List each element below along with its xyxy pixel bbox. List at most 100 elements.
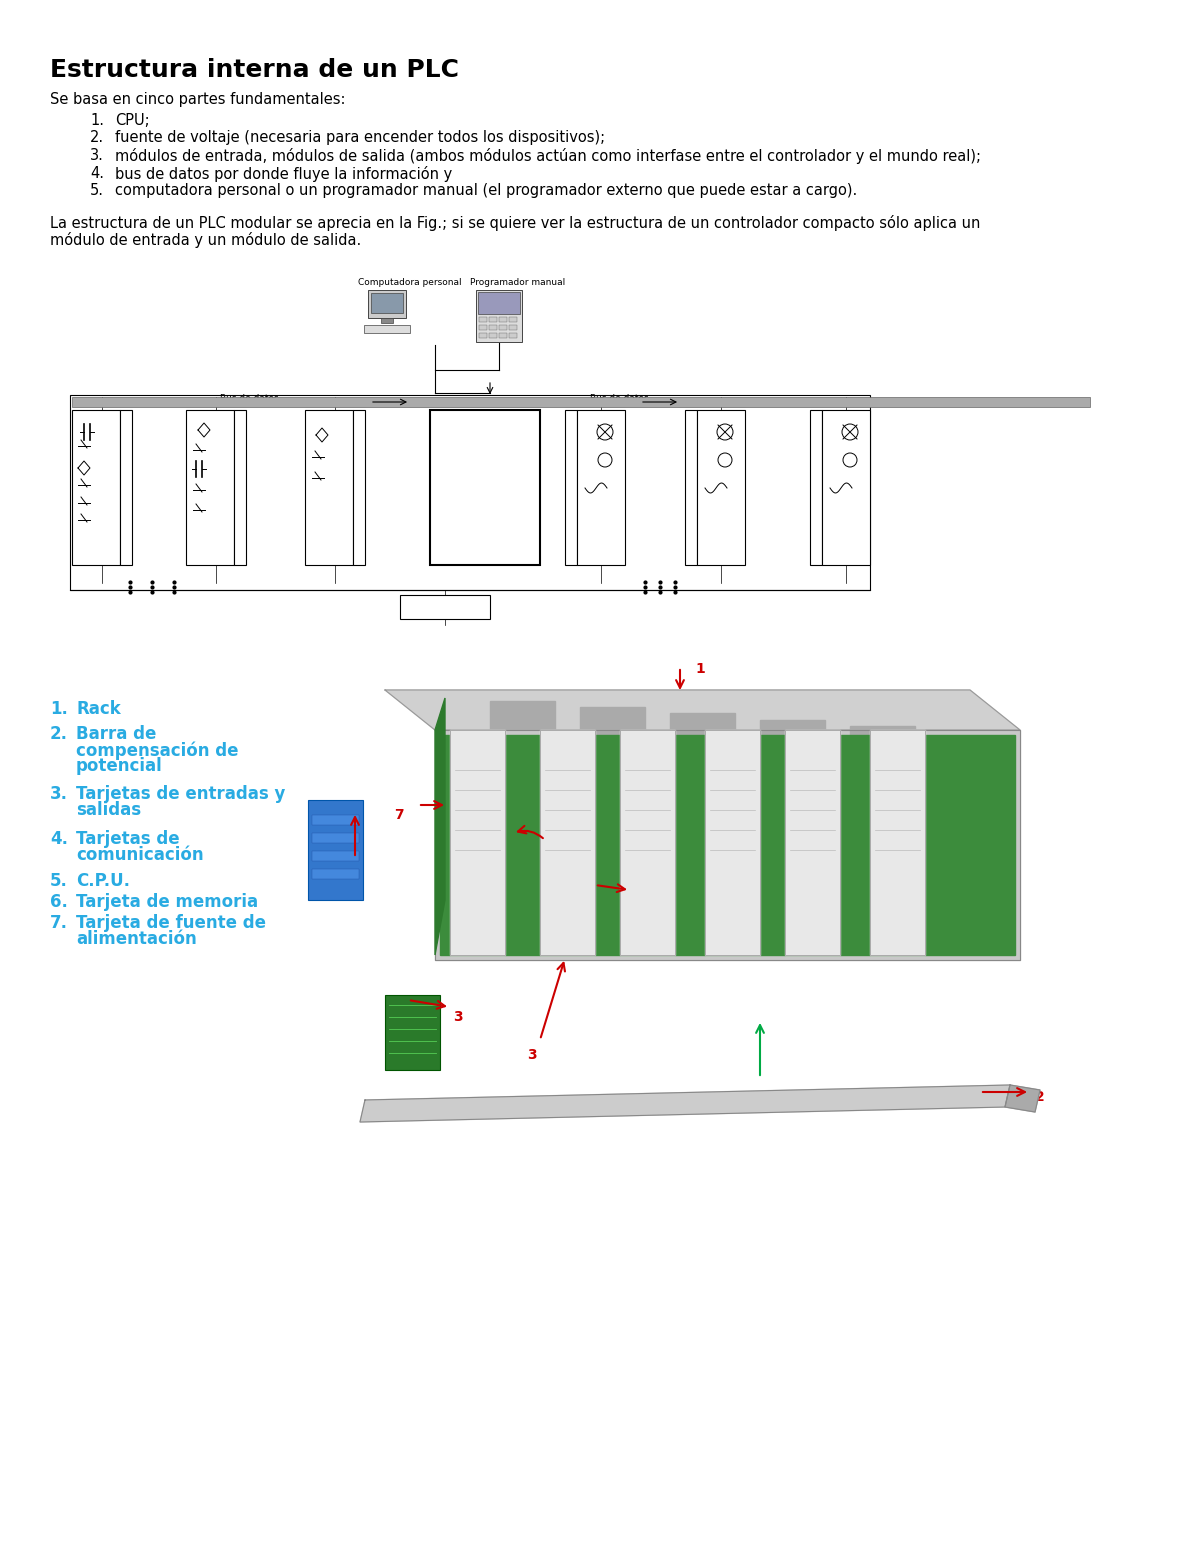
Polygon shape <box>760 719 826 747</box>
Text: a: a <box>814 436 818 446</box>
Polygon shape <box>436 697 445 955</box>
Text: l: l <box>570 453 572 463</box>
Text: i: i <box>690 471 692 480</box>
Text: i: i <box>815 471 817 480</box>
Bar <box>72 398 1090 407</box>
Text: t: t <box>236 453 240 463</box>
Text: potencial: potencial <box>76 756 163 775</box>
Bar <box>368 290 406 318</box>
Bar <box>509 332 517 339</box>
Text: S: S <box>569 419 574 429</box>
Text: Tarjeta de memoria: Tarjeta de memoria <box>76 893 258 912</box>
Bar <box>400 595 490 620</box>
Text: 3.: 3. <box>50 784 68 803</box>
Text: d: d <box>354 505 360 514</box>
Polygon shape <box>450 730 505 955</box>
Text: Rack: Rack <box>76 700 121 717</box>
Text: compensación de: compensación de <box>76 741 239 759</box>
Polygon shape <box>670 713 734 741</box>
Text: t: t <box>122 453 126 463</box>
Text: i: i <box>570 471 572 480</box>
Polygon shape <box>850 725 916 753</box>
Text: Q0.0: Q0.0 <box>826 419 842 426</box>
Text: a: a <box>569 505 574 514</box>
Text: s: s <box>814 522 818 531</box>
Text: salidas: salidas <box>76 801 142 818</box>
Polygon shape <box>580 707 646 735</box>
Text: Tarjeta de fuente de: Tarjeta de fuente de <box>76 915 266 932</box>
Bar <box>509 317 517 321</box>
Bar <box>490 317 497 321</box>
Bar <box>312 815 359 825</box>
Text: a: a <box>235 522 240 531</box>
Text: d: d <box>235 505 241 514</box>
Text: Q0.2: Q0.2 <box>701 480 718 486</box>
Text: l: l <box>690 453 692 463</box>
Text: a: a <box>689 505 694 514</box>
Polygon shape <box>490 700 554 730</box>
Text: a: a <box>569 436 574 446</box>
Text: a: a <box>121 488 126 497</box>
Text: r: r <box>122 471 126 480</box>
Bar <box>478 292 520 314</box>
Text: del PLC: del PLC <box>428 609 462 618</box>
Bar <box>565 410 577 565</box>
Text: 2: 2 <box>1034 1090 1045 1104</box>
Polygon shape <box>1006 1086 1040 1112</box>
Text: Q0.0: Q0.0 <box>701 419 718 426</box>
Bar <box>364 325 410 332</box>
Text: s: s <box>569 522 574 531</box>
Text: 4.: 4. <box>50 829 68 848</box>
Bar <box>312 870 359 879</box>
Bar <box>810 410 822 565</box>
Bar <box>476 290 522 342</box>
Bar <box>509 325 517 329</box>
Text: Bus de datos: Bus de datos <box>590 394 649 402</box>
Text: 7.: 7. <box>50 915 68 932</box>
Bar <box>697 410 745 565</box>
Text: 4: 4 <box>578 882 588 896</box>
Bar <box>499 325 508 329</box>
Text: 3: 3 <box>454 1009 463 1023</box>
Text: módulos de entrada, módulos de salida (ambos módulos actúan como interfase entre: módulos de entrada, módulos de salida (a… <box>115 148 982 165</box>
Text: I0.1: I0.1 <box>73 447 86 453</box>
Text: n: n <box>121 436 127 446</box>
Bar <box>499 317 508 321</box>
Text: Computadora personal: Computadora personal <box>358 278 462 287</box>
Text: 1.: 1. <box>50 700 68 717</box>
Text: I1.2: I1.2 <box>188 467 202 474</box>
Text: S: S <box>689 419 694 429</box>
Text: E: E <box>235 419 241 429</box>
Text: s: s <box>236 539 240 548</box>
Text: 3: 3 <box>527 1048 536 1062</box>
Text: 2.: 2. <box>50 725 68 742</box>
Bar <box>577 410 625 565</box>
Text: a: a <box>235 488 240 497</box>
Bar <box>371 294 403 314</box>
Text: 2.: 2. <box>90 130 104 144</box>
Polygon shape <box>620 730 674 955</box>
Text: Q0.0: Q0.0 <box>581 419 598 426</box>
Text: Estructura interna de un PLC: Estructura interna de un PLC <box>50 57 458 82</box>
Bar <box>72 410 120 565</box>
Text: I0.1: I0.1 <box>308 455 322 461</box>
Text: r: r <box>236 471 240 480</box>
Text: n: n <box>235 436 241 446</box>
Text: d: d <box>121 505 127 514</box>
Text: d: d <box>814 488 818 497</box>
Text: Tarjetas de entradas y: Tarjetas de entradas y <box>76 784 286 803</box>
Text: Q0.1: Q0.1 <box>581 450 598 457</box>
Text: a: a <box>121 522 126 531</box>
Bar <box>305 410 353 565</box>
Text: a: a <box>354 488 360 497</box>
Bar <box>312 832 359 843</box>
Text: n: n <box>354 436 360 446</box>
Polygon shape <box>440 735 1015 955</box>
Bar <box>479 332 487 339</box>
Polygon shape <box>436 730 1020 960</box>
Bar <box>822 410 870 565</box>
Text: l: l <box>815 453 817 463</box>
Text: Q0.2: Q0.2 <box>581 480 598 486</box>
Text: 5: 5 <box>493 829 503 843</box>
Bar <box>353 410 365 565</box>
